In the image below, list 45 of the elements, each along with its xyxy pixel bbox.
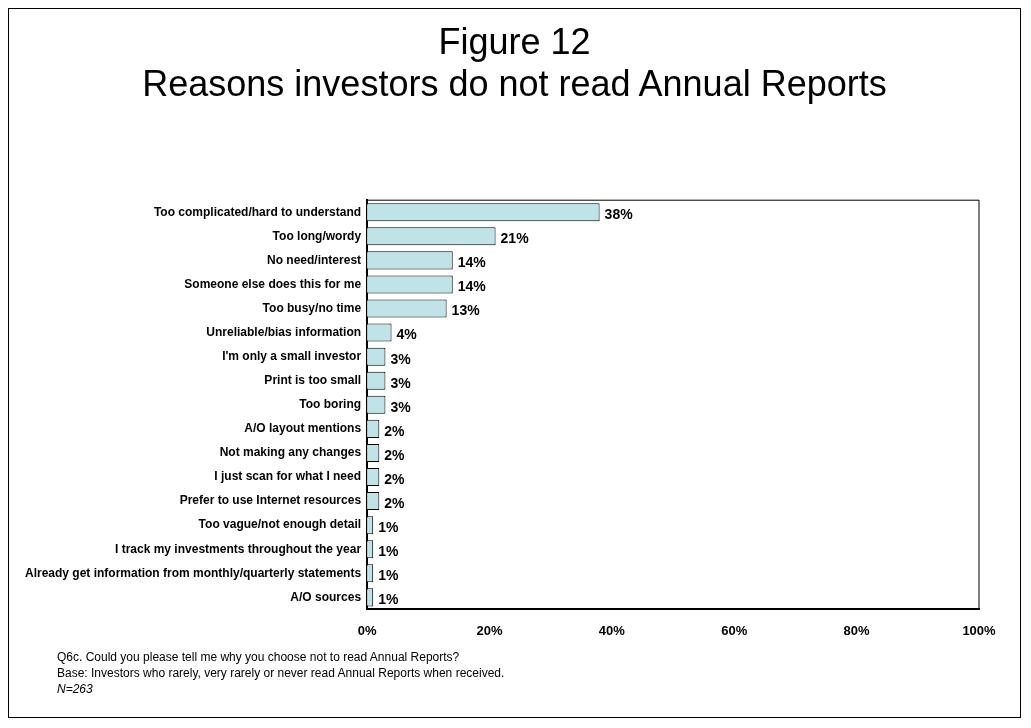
y-tick-label: I'm only a small investor bbox=[222, 348, 362, 363]
x-tick-label: 40% bbox=[598, 622, 626, 638]
text: Base: Investors who rarely, very rarely or never read Annual Reports when received. bbox=[57, 665, 505, 681]
y-tick-label: Someone else does this for me bbox=[184, 276, 362, 291]
x-tick-label: 80% bbox=[843, 622, 871, 638]
data-label: 3% bbox=[390, 350, 412, 367]
y-tick-label: Too long/wordy bbox=[272, 228, 362, 243]
data-label: 2% bbox=[384, 470, 406, 487]
data-label: 14% bbox=[457, 254, 487, 271]
x-tick-label: 60% bbox=[721, 622, 748, 638]
data-label: 1% bbox=[378, 519, 399, 536]
data-label: 1% bbox=[378, 543, 399, 560]
y-tick-label: Already get information from monthly/quarterly statements bbox=[25, 565, 362, 580]
chart-subtitle: Reasons investors do not read Annual Reports bbox=[141, 63, 888, 105]
chart-title: Figure 12 bbox=[437, 21, 592, 63]
y-tick-label: A/O layout mentions bbox=[244, 421, 362, 436]
y-tick-label: No need/interest bbox=[267, 252, 362, 267]
y-tick-label: A/O sources bbox=[290, 589, 362, 604]
x-tick-label: 100% bbox=[962, 622, 997, 638]
data-label: 2% bbox=[384, 422, 406, 439]
data-label: 3% bbox=[390, 374, 412, 391]
data-label: 14% bbox=[457, 278, 487, 295]
data-label: 21% bbox=[500, 230, 530, 247]
y-tick-label: Too busy/no time bbox=[262, 300, 362, 315]
y-tick-label: Too complicated/hard to understand bbox=[153, 204, 362, 219]
data-label: 38% bbox=[604, 206, 634, 223]
text: Q6c. Could you please tell me why you choose not to read Annual Reports? bbox=[57, 649, 461, 665]
x-tick-label: 0% bbox=[357, 622, 377, 638]
data-label: 3% bbox=[390, 398, 412, 415]
y-tick-label: Not making any changes bbox=[219, 445, 362, 460]
y-tick-label: Too vague/not enough detail bbox=[198, 517, 362, 532]
y-tick-label: Too boring bbox=[299, 397, 362, 412]
text: N=263 bbox=[57, 681, 94, 697]
y-tick-label: I just scan for what I need bbox=[214, 469, 362, 484]
data-label: 1% bbox=[378, 567, 399, 584]
y-tick-label: I track my investments throughout the year bbox=[115, 541, 362, 556]
x-tick-label: 20% bbox=[476, 622, 503, 638]
y-tick-label: Print is too small bbox=[264, 373, 362, 388]
data-label: 4% bbox=[396, 326, 418, 343]
data-label: 13% bbox=[451, 302, 481, 319]
y-tick-label: Unreliable/bias information bbox=[206, 324, 362, 339]
data-label: 1% bbox=[378, 591, 399, 608]
data-label: 2% bbox=[384, 446, 406, 463]
y-tick-label: Prefer to use Internet resources bbox=[179, 493, 362, 508]
data-label: 2% bbox=[384, 494, 406, 511]
